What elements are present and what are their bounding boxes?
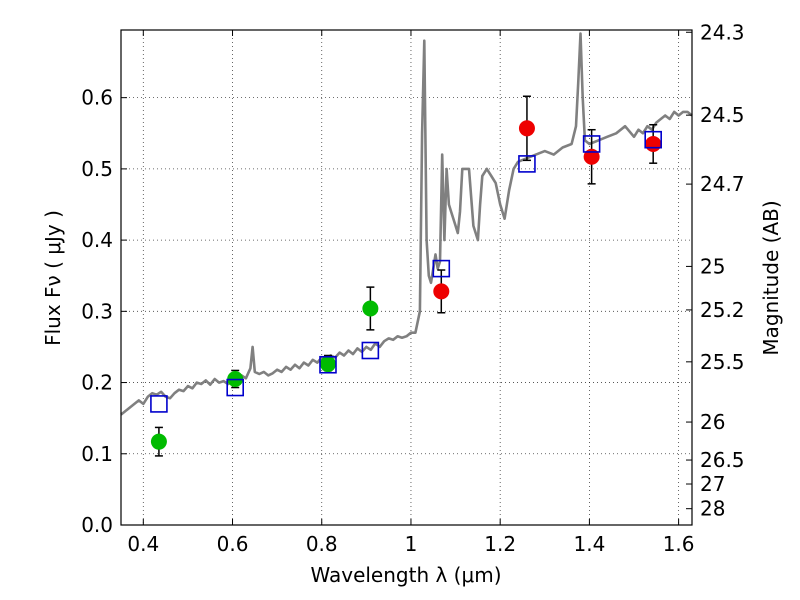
model-photometry-square [319, 355, 337, 374]
plot-frame [120, 29, 693, 526]
mag-tick-label: 24.5 [700, 103, 745, 127]
x-tick-label: 0.4 [127, 532, 159, 556]
y-axis-title: Flux Fν ( μJy ) [41, 210, 65, 346]
mag-tick-label: 26 [700, 410, 725, 434]
model-photometry-square [361, 341, 380, 360]
ticks: 0.4 0.6 0.8 1 1.2 1.4 1.6 0.0 0.1 0.2 0.3 0.4 0.5 0.6… [81, 20, 744, 556]
green-data-point [319, 356, 336, 373]
red-data-point [518, 120, 535, 137]
mag-tick-label: 25.5 [700, 350, 745, 374]
x-tick-label: 1.4 [573, 532, 605, 556]
green-data-point [150, 433, 167, 450]
model-photometry-square [644, 130, 662, 149]
y-tick-label: 0.1 [81, 442, 113, 466]
red-data-point [433, 283, 450, 300]
y-tick-label: 0.5 [81, 157, 113, 181]
model-photometry-square [432, 259, 451, 278]
x-axis-title: Wavelength λ (μm) [310, 563, 501, 587]
y-tick-label: 0.0 [81, 513, 113, 537]
red-data-point [583, 148, 600, 165]
magnitude-axis-title: Magnitude (AB) [759, 200, 783, 355]
x-tick-label: 0.8 [306, 532, 338, 556]
grid [121, 30, 692, 526]
model-photometry-square [582, 135, 601, 153]
mag-tick-label: 27 [700, 472, 725, 496]
mag-tick-label: 25 [700, 254, 725, 278]
mag-tick-label: 24.7 [700, 172, 745, 196]
model-photometry-square [226, 378, 244, 397]
spectrum-layer [120, 32, 693, 416]
model-photometry-square [150, 395, 168, 413]
x-tick-label: 1.6 [663, 532, 695, 556]
mag-tick-label: 25.2 [700, 298, 745, 322]
mag-tick-label: 26.5 [700, 448, 745, 472]
plot-background [121, 30, 692, 525]
y-tick-label: 0.3 [81, 299, 113, 323]
y-tick-label: 0.4 [81, 228, 113, 252]
y-tick-label: 0.2 [81, 371, 113, 395]
mag-tick-label: 24.3 [700, 20, 745, 44]
mag-tick-label: 28 [700, 497, 725, 521]
y-tick-label: 0.6 [81, 86, 113, 110]
green-data-point [362, 300, 379, 317]
x-tick-label: 0.6 [217, 532, 249, 556]
red-data-point [645, 135, 662, 152]
model-spectrum-line [120, 32, 693, 416]
x-tick-label: 1.2 [484, 532, 516, 556]
model-photometry-square [518, 155, 536, 173]
markers [150, 120, 662, 450]
x-tick-label: 1 [405, 532, 418, 556]
